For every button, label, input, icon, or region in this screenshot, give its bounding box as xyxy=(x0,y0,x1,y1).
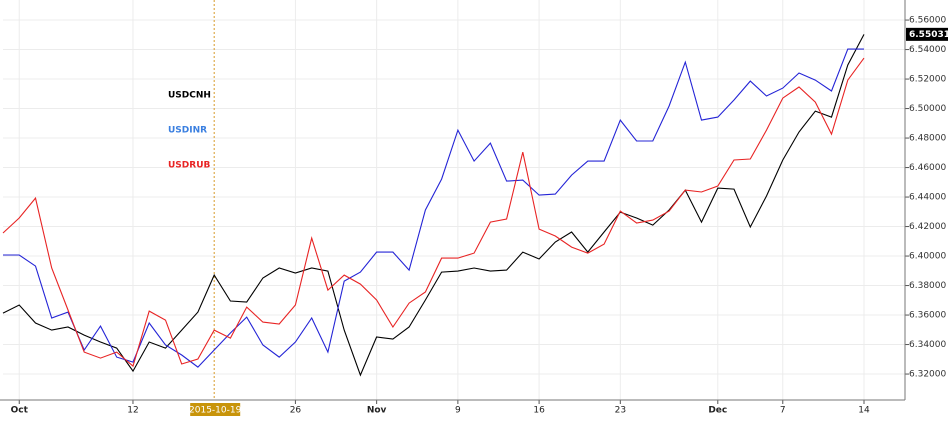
y-tick-label: 6.42000 xyxy=(909,222,946,232)
crosshair-label-box xyxy=(190,403,241,416)
y-tick-label: 6.44000 xyxy=(909,193,946,203)
series-line xyxy=(2,57,865,368)
y-tick-label: 6.54000 xyxy=(909,45,946,55)
x-tick-label: 26 xyxy=(290,406,302,416)
y-tick-label: 6.34000 xyxy=(909,340,946,350)
y-tick-label: 6.46000 xyxy=(909,163,946,173)
x-tick-label: Dec xyxy=(708,406,727,416)
y-tick-label: 6.56000 xyxy=(909,16,946,26)
x-tick-label: 23 xyxy=(615,406,626,416)
x-tick-label: 12 xyxy=(127,406,138,416)
legend-entry: USDINR xyxy=(168,126,207,136)
price-tag-box xyxy=(906,27,948,41)
y-tick-label: 6.38000 xyxy=(909,281,946,291)
y-tick-label: 6.48000 xyxy=(909,134,946,144)
series-line xyxy=(3,48,864,368)
x-tick-label: Nov xyxy=(367,406,387,416)
y-tick-label: 6.50000 xyxy=(909,104,946,114)
legend-entry: USDRUB xyxy=(168,161,210,171)
x-tick-label: 7 xyxy=(780,406,786,416)
x-tick-label: 9 xyxy=(455,406,461,416)
price-tag: 6.55031 xyxy=(909,30,950,40)
series-line xyxy=(2,34,865,377)
legend-entry: USDCNH xyxy=(168,91,211,101)
x-tick-label: 16 xyxy=(533,406,545,416)
y-tick-label: 6.36000 xyxy=(909,311,946,321)
y-tick-label: 6.40000 xyxy=(909,252,946,262)
crosshair-label: 2015-10-19 xyxy=(189,406,242,416)
y-tick-label: 6.52000 xyxy=(909,75,946,85)
x-tick-label: 14 xyxy=(858,406,870,416)
x-tick-label: Oct xyxy=(11,406,29,416)
y-tick-label: 6.32000 xyxy=(909,370,946,380)
